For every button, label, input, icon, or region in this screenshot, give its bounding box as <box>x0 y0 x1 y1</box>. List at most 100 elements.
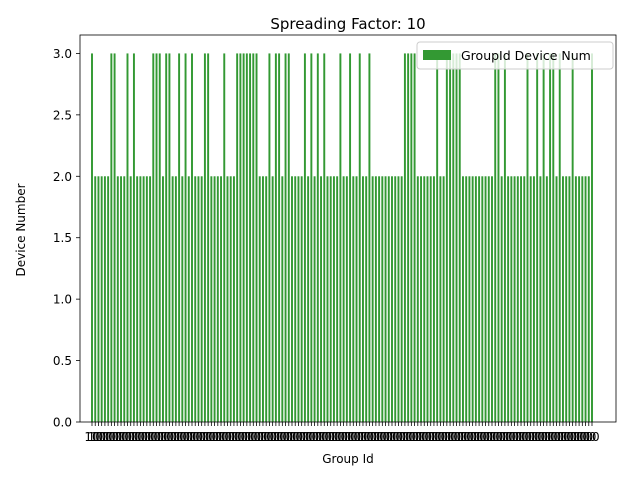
bar <box>384 176 387 422</box>
x-tick-label: 10 <box>265 430 280 444</box>
bar <box>474 176 477 422</box>
bar <box>465 176 468 422</box>
x-tick-label: 10 <box>294 430 309 444</box>
bar <box>165 53 168 423</box>
bar <box>578 176 581 422</box>
x-tick-label: 10 <box>446 430 461 444</box>
x-tick-label: 10 <box>200 430 215 444</box>
y-tick-label: 2.5 <box>53 108 72 122</box>
bar <box>410 53 413 423</box>
x-tick-label: 10 <box>226 430 241 444</box>
bar <box>555 176 558 422</box>
x-tick-label: 10 <box>271 430 286 444</box>
x-tick-label: 10 <box>530 430 545 444</box>
x-tick-label: 10 <box>459 430 474 444</box>
bar <box>407 53 410 423</box>
x-tick-label: 10 <box>207 430 222 444</box>
x-tick-label: 10 <box>542 430 557 444</box>
bar <box>232 176 235 422</box>
bar <box>194 176 197 422</box>
x-tick-label: 10 <box>104 430 119 444</box>
x-tick-label: 10 <box>123 430 138 444</box>
bar <box>271 176 274 422</box>
x-tick-label: 10 <box>171 430 186 444</box>
bar <box>487 176 490 422</box>
x-tick-label: 10 <box>571 430 586 444</box>
bar <box>239 53 242 423</box>
x-tick-label: 10 <box>578 430 593 444</box>
bar <box>381 176 384 422</box>
bar <box>565 176 568 422</box>
bar <box>126 53 129 423</box>
bar <box>329 176 332 422</box>
x-tick-label: 10 <box>239 430 254 444</box>
bar <box>265 176 268 422</box>
x-tick-label: 10 <box>175 430 190 444</box>
bar <box>368 53 371 423</box>
y-tick-label: 2.0 <box>53 170 72 184</box>
bar <box>442 176 445 422</box>
y-tick-label: 1.0 <box>53 293 72 307</box>
bar <box>378 176 381 422</box>
x-tick-label: 10 <box>133 430 148 444</box>
bar <box>94 176 97 422</box>
x-tick-label: 10 <box>584 430 599 444</box>
bar <box>120 176 122 422</box>
x-tick-label: 10 <box>236 430 251 444</box>
bar <box>429 176 432 422</box>
x-tick-label: 10 <box>149 430 164 444</box>
x-tick-label: 10 <box>159 430 174 444</box>
bar <box>268 53 271 423</box>
x-tick-label: 10 <box>310 430 325 444</box>
bar <box>229 176 232 422</box>
bar <box>207 53 210 423</box>
x-tick-label: 10 <box>475 430 490 444</box>
bar <box>291 176 293 422</box>
x-tick-label: 10 <box>381 430 396 444</box>
x-tick-label: 10 <box>565 430 580 444</box>
bar <box>162 176 164 422</box>
x-tick-label: 10 <box>523 430 538 444</box>
bar <box>262 176 264 422</box>
bar <box>558 53 561 423</box>
y-tick-label: 0.5 <box>53 354 72 368</box>
bar <box>358 53 361 423</box>
bar <box>468 176 471 422</box>
bar <box>213 176 216 422</box>
x-tick-label: 10 <box>526 430 541 444</box>
bar <box>245 53 248 423</box>
bar <box>316 53 319 423</box>
x-tick-label: 10 <box>407 430 422 444</box>
x-tick-label: 10 <box>497 430 512 444</box>
bar <box>458 53 461 423</box>
bar <box>526 53 529 423</box>
x-tick-label: 10 <box>113 430 128 444</box>
x-tick-label: 10 <box>97 430 112 444</box>
bar <box>223 53 226 423</box>
bar <box>255 53 258 423</box>
bar <box>158 53 161 423</box>
bar <box>184 53 187 423</box>
bar <box>249 53 252 423</box>
bar <box>420 176 422 422</box>
bar <box>149 176 152 422</box>
bar <box>494 53 497 423</box>
x-tick-label: 10 <box>413 430 428 444</box>
x-tick-label: 10 <box>307 430 322 444</box>
x-tick-label: 10 <box>504 430 519 444</box>
bar <box>413 53 416 423</box>
x-tick-label: 10 <box>500 430 515 444</box>
bar <box>216 176 219 422</box>
bar <box>107 176 110 422</box>
x-tick-label: 10 <box>136 430 151 444</box>
bar <box>191 53 193 423</box>
bar <box>336 176 339 422</box>
x-tick-label: 10 <box>162 430 177 444</box>
y-axis: 0.0 0.5 1.0 1.5 2.0 2.5 3.0 <box>53 47 80 430</box>
bar <box>568 176 571 422</box>
x-tick-label: 10 <box>394 430 409 444</box>
x-tick-label: 10 <box>130 430 145 444</box>
x-tick-label: 10 <box>536 430 551 444</box>
x-tick-label: 10 <box>204 430 219 444</box>
